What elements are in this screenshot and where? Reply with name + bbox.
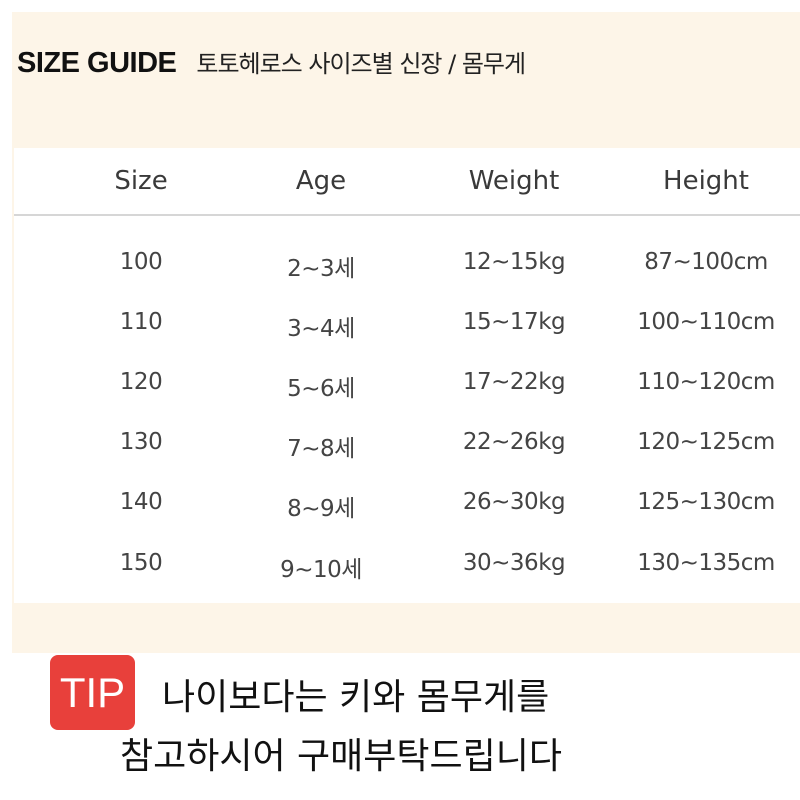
table-header: Size Age Weight Height bbox=[14, 148, 800, 216]
cell-age: 3~4세 bbox=[287, 316, 355, 342]
size-table: Size Age Weight Height 100 2~3세 12~15kg 87~… bbox=[14, 148, 800, 603]
cell-height: 120~125cm bbox=[637, 429, 775, 455]
cell-age: 9~10세 bbox=[280, 557, 362, 583]
cell-weight: 17~22kg bbox=[462, 369, 566, 395]
header-age: Age bbox=[295, 166, 347, 196]
cell-age: 8~9세 bbox=[287, 496, 355, 522]
cell-weight: 12~15kg bbox=[462, 249, 566, 275]
tip-line-2: 참고하시어 구매부탁드립니다 bbox=[120, 736, 563, 777]
cell-size: 140 bbox=[119, 489, 163, 515]
cell-age: 7~8세 bbox=[287, 436, 355, 462]
cell-size: 100 bbox=[119, 249, 163, 275]
title-main: SIZE GUIDE bbox=[17, 47, 177, 79]
cell-size: 110 bbox=[119, 309, 163, 335]
cell-height: 87~100cm bbox=[644, 249, 768, 275]
cell-height: 125~130cm bbox=[637, 489, 775, 515]
header-weight: Weight bbox=[468, 166, 560, 196]
cell-size: 120 bbox=[119, 369, 163, 395]
tip-line-1: 나이보다는 키와 몸무게를 bbox=[162, 677, 550, 718]
cell-size: 150 bbox=[119, 550, 163, 576]
cell-age: 2~3세 bbox=[287, 256, 355, 282]
tip-badge: TIP bbox=[50, 655, 135, 730]
cell-height: 130~135cm bbox=[637, 550, 775, 576]
cell-weight: 30~36kg bbox=[462, 550, 566, 576]
cell-size: 130 bbox=[119, 429, 163, 455]
header-size: Size bbox=[114, 166, 168, 196]
cell-age: 5~6세 bbox=[287, 376, 355, 402]
cell-height: 100~110cm bbox=[637, 309, 775, 335]
page-title: SIZE GUIDE 토토헤로스 사이즈별 신장 / 몸무게 bbox=[17, 44, 526, 80]
header-height: Height bbox=[663, 166, 749, 196]
cell-weight: 26~30kg bbox=[462, 489, 566, 515]
cell-weight: 15~17kg bbox=[462, 309, 566, 335]
cell-weight: 22~26kg bbox=[462, 429, 566, 455]
cell-height: 110~120cm bbox=[637, 369, 775, 395]
title-subtitle: 토토헤로스 사이즈별 신장 / 몸무게 bbox=[196, 50, 526, 78]
